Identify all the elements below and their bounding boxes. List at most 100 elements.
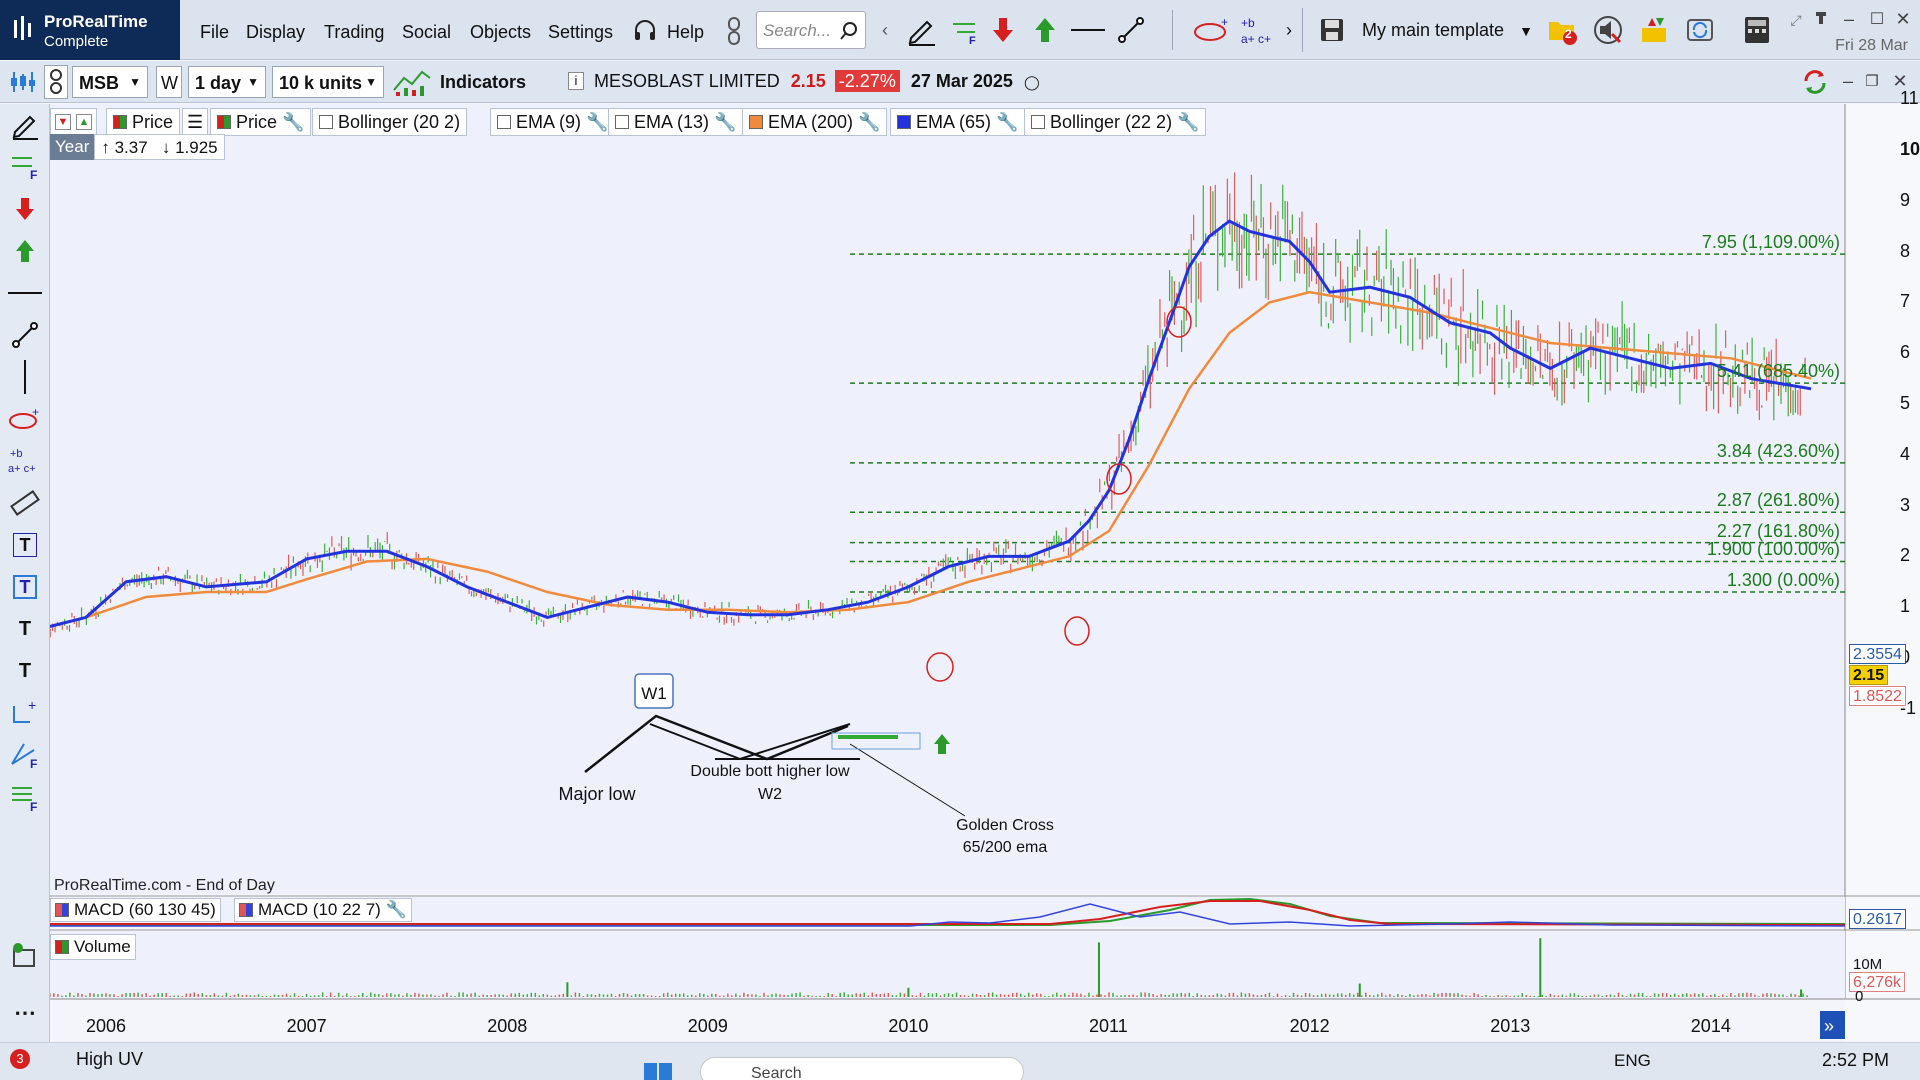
menu-help[interactable]: Help [667,22,705,42]
add-level-tool-icon[interactable]: + [8,696,42,730]
menu-display[interactable]: Display [246,22,306,42]
taskbar-search[interactable]: Search [700,1057,1024,1080]
close-icon[interactable]: ✕ [1895,8,1911,29]
fib-retracement-tool-icon[interactable]: F [8,780,42,814]
save-icon[interactable] [1316,14,1348,46]
chart-close-icon[interactable]: ✕ [1892,70,1908,91]
bollinger-legend-icon [319,115,333,129]
ellipse-tool-icon[interactable]: + [8,402,42,436]
menu-social[interactable]: Social [402,22,452,42]
volume-legend-icon [55,940,69,954]
mute-alert-icon[interactable] [1590,12,1626,48]
candlestick-icon[interactable] [8,69,38,95]
info-icon[interactable]: i [568,72,584,90]
menu-file[interactable]: File [200,22,230,42]
ruler-tool-icon[interactable] [8,486,42,520]
ai-assistant-icon[interactable] [8,940,42,974]
menu-settings[interactable]: Settings [548,22,614,42]
chart-minimize-icon[interactable]: – [1842,70,1853,91]
text-box-tool-icon[interactable]: T [8,528,42,562]
buy-signal-arrow [934,734,950,754]
indicator-chip-price-2[interactable]: Price 🔧 [210,108,312,136]
minimize-icon[interactable]: – [1843,8,1854,29]
vertical-line-tool-icon[interactable] [8,360,42,394]
menu-objects[interactable]: Objects [470,22,532,42]
pencil-tool-icon[interactable] [8,108,42,142]
trendline-icon[interactable] [1114,12,1148,48]
windows-start-icon[interactable] [640,1061,676,1080]
refresh-layout-icon[interactable] [1798,65,1832,99]
headset-icon[interactable] [630,16,660,46]
chevron-right-icon[interactable]: › [1286,19,1292,40]
wrench-icon[interactable]: 🔧 [1177,111,1200,132]
watchlist-button[interactable]: W [156,66,182,98]
orders-icon[interactable] [1636,12,1672,48]
expand-icon[interactable]: ⤢ [1790,11,1802,28]
search-icon[interactable] [839,21,859,41]
template-selector[interactable]: My main template ▼ [1362,20,1533,41]
horizontal-line-tool-icon[interactable] [8,276,42,310]
text-tool-icon[interactable]: T [18,617,32,640]
wrench-icon[interactable]: 🔧 [385,900,407,919]
app-logo[interactable]: ProRealTime Complete [0,0,180,60]
range-values: ↑ 3.37 ↓ 1.925 [94,134,225,160]
wrench-icon[interactable]: 🔧 [714,111,737,132]
weather-text[interactable]: High UV [76,1049,144,1069]
buy-arrow-icon[interactable] [1030,12,1060,48]
fibonacci-tool-icon[interactable]: F [948,12,982,48]
weather-alert-icon[interactable]: 3 [10,1049,30,1069]
menu-trading[interactable]: Trading [324,22,385,42]
indicator-chip-bollinger-22[interactable]: Bollinger (22 2) 🔧 [1024,108,1207,136]
chart-area[interactable]: » ▼ ▲ Price ☰ Price 🔧 Bollinger (20 2) E… [50,88,1920,1042]
ticker-selector[interactable]: MSB ▼ [72,66,148,98]
text-tool-alt-icon[interactable]: T [18,659,32,682]
alerts-folder-icon[interactable]: 2 [1544,12,1580,48]
up-arrow-icon[interactable]: ▲ [76,114,92,130]
chip-label: EMA (9) [516,111,582,132]
fib-fan-tool-icon[interactable]: F [8,738,42,772]
sell-arrow-icon[interactable] [988,12,1018,48]
buy-arrow-tool-icon[interactable] [8,234,42,268]
wrench-icon[interactable]: 🔧 [858,111,881,132]
price-chart[interactable]: » [50,104,1920,1042]
units-selector[interactable]: 10 k units ▼ [272,66,384,98]
wrench-icon[interactable]: 🔧 [282,111,305,132]
macd-chip-2[interactable]: MACD (10 22 7) 🔧 [234,898,412,922]
link-chart-icon[interactable] [44,65,68,99]
chart-restore-icon[interactable]: ❐ [1865,73,1879,90]
text-box-blue-tool-icon[interactable]: T [8,570,42,604]
indicators-button[interactable]: Indicators [392,64,534,100]
list-icon[interactable]: ☰ [182,108,209,136]
calculator-icon[interactable] [1740,12,1774,48]
wave-label-icon[interactable]: +b a+ c+ [1238,12,1274,48]
indicator-chip-price[interactable]: Price [106,108,181,136]
search-input[interactable]: Search... [756,11,866,49]
volume-chip[interactable]: Volume [50,934,136,960]
pencil-icon[interactable] [902,12,940,48]
sell-arrow-tool-icon[interactable] [8,192,42,226]
indicator-chip-ema13[interactable]: EMA (13) 🔧 [608,108,744,136]
ellipse-tool-icon[interactable]: + [1192,14,1232,46]
pin-icon[interactable] [1810,8,1832,30]
sync-icon[interactable] [1682,12,1718,48]
chart-arrows-chip[interactable]: ▼ ▲ [50,108,97,136]
trendline-tool-icon[interactable] [8,318,42,352]
indicator-chip-ema9[interactable]: EMA (9) 🔧 [490,108,616,136]
more-tools-icon[interactable]: ⋯ [14,1000,36,1025]
maximize-icon[interactable]: ☐ [1869,11,1885,28]
indicator-chip-ema200[interactable]: EMA (200) 🔧 [742,108,888,136]
fibonacci-tool-icon[interactable]: F [8,150,42,184]
wrench-icon[interactable]: 🔧 [586,111,609,132]
chevron-left-icon[interactable]: ‹ [882,19,888,40]
indicator-chip-bollinger[interactable]: Bollinger (20 2) [312,108,468,136]
y-tick-label: 2 [1900,545,1911,566]
wrench-icon[interactable]: 🔧 [996,111,1019,132]
wave-label-tool-icon[interactable]: +b a+ c+ [8,444,42,478]
macd-chip-1[interactable]: MACD (60 130 45) [50,898,221,922]
timeframe-selector[interactable]: 1 day ▼ [188,66,266,98]
language-indicator[interactable]: ENG [1614,1051,1651,1070]
link-icon[interactable] [722,14,746,48]
horizontal-line-icon[interactable] [1068,14,1108,46]
down-arrow-icon[interactable]: ▼ [55,114,71,130]
indicator-chip-ema65[interactable]: EMA (65) 🔧 [890,108,1026,136]
